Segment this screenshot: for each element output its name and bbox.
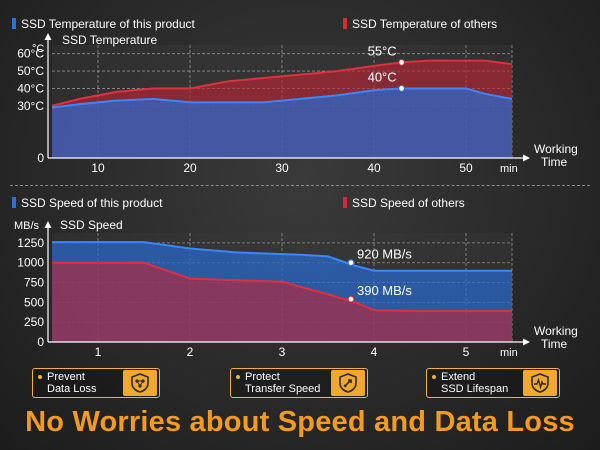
y-tick-label: 30°C bbox=[17, 99, 44, 113]
legend-swatch bbox=[343, 197, 347, 208]
x-axis-arrow bbox=[523, 154, 530, 162]
annotation-label: 40°C bbox=[368, 69, 397, 84]
x-tick-label: 1 bbox=[95, 345, 102, 359]
annotation-point bbox=[347, 295, 355, 303]
y-tick-label: 1250 bbox=[17, 236, 44, 250]
series-area-this-product bbox=[52, 88, 512, 158]
y-tick-label: 750 bbox=[24, 276, 44, 290]
y-axis-arrow bbox=[44, 221, 52, 228]
series-area-others bbox=[52, 262, 512, 342]
badge-protect-transfer-speed: Protect Transfer Speed bbox=[230, 368, 368, 398]
legend-swatch bbox=[12, 18, 16, 29]
shield-network-icon bbox=[123, 370, 157, 396]
badge-prevent-data-loss: Prevent Data Loss bbox=[32, 368, 160, 398]
badge-line1: Prevent bbox=[47, 371, 85, 383]
annotation-label: 920 MB/s bbox=[357, 247, 412, 262]
series-line-this-product bbox=[51, 87, 513, 109]
legend-swatch bbox=[343, 18, 347, 29]
x-tick-label: 4 bbox=[371, 345, 378, 359]
x-tick-label: 3 bbox=[279, 345, 286, 359]
x-tick-label: 20 bbox=[183, 161, 197, 175]
chart-title: SSD Speed bbox=[60, 218, 123, 232]
legend-label: SSD Speed of this product bbox=[21, 196, 163, 210]
x-axis-label: Time bbox=[541, 337, 568, 351]
y-tick-label: 60°C bbox=[17, 47, 44, 61]
x-unit-label: min bbox=[500, 163, 518, 175]
x-tick-label: 40 bbox=[367, 161, 381, 175]
y-axis-arrow bbox=[44, 33, 52, 40]
badge-line1: Protect bbox=[245, 371, 280, 383]
y-tick-label: 250 bbox=[24, 315, 44, 329]
feature-badges: Prevent Data Loss Protect Transfer Speed… bbox=[0, 368, 600, 402]
legend-label: SSD Speed of others bbox=[352, 196, 465, 210]
x-tick-label: 5 bbox=[463, 345, 470, 359]
shield-heartbeat-icon bbox=[523, 370, 557, 396]
y-tick-label: 1000 bbox=[17, 256, 44, 270]
y-tick-label: 500 bbox=[24, 295, 44, 309]
y-tick-label: 40°C bbox=[17, 81, 44, 95]
x-tick-label: 50 bbox=[459, 161, 473, 175]
x-axis-label: Time bbox=[541, 155, 568, 169]
headline: No Worries about Speed and Data Loss bbox=[25, 406, 575, 438]
shield-rocket-icon bbox=[331, 370, 365, 396]
x-axis-arrow bbox=[523, 338, 530, 346]
series-line-this-product bbox=[52, 241, 512, 272]
badge-line1: Extend bbox=[441, 371, 476, 383]
x-tick-label: 2 bbox=[187, 345, 194, 359]
x-axis-label: Working bbox=[534, 142, 578, 156]
badge-extend-ssd-lifespan: Extend SSD Lifespan bbox=[426, 368, 560, 398]
annotation-label: 390 MB/s bbox=[357, 283, 412, 298]
x-unit-label: min bbox=[500, 347, 518, 359]
legend-swatch bbox=[12, 197, 16, 208]
series-line-others bbox=[51, 59, 513, 107]
annotation-label: 55°C bbox=[368, 43, 397, 58]
annotation-point bbox=[398, 84, 406, 93]
y-unit-label: MB/s bbox=[14, 220, 40, 232]
section-divider bbox=[10, 185, 590, 186]
legend-label: SSD Temperature of others bbox=[352, 17, 497, 31]
annotation-point bbox=[398, 58, 406, 66]
x-tick-label: 10 bbox=[91, 161, 105, 175]
badge-line2: Data Loss bbox=[47, 383, 97, 395]
x-tick-label: 30 bbox=[275, 161, 289, 175]
chart-title: SSD Temperature bbox=[62, 33, 157, 47]
legend-label: SSD Temperature of this product bbox=[21, 17, 196, 31]
y-tick-label: 0 bbox=[37, 335, 44, 349]
badge-line2: Transfer Speed bbox=[245, 383, 321, 395]
annotation-point bbox=[347, 259, 355, 267]
y-tick-label: 50°C bbox=[17, 64, 44, 78]
series-line-others bbox=[52, 261, 512, 313]
badge-line2: SSD Lifespan bbox=[441, 383, 509, 395]
x-axis-label: Working bbox=[534, 324, 578, 338]
y-tick-label: 0 bbox=[37, 151, 44, 165]
y-unit-label: °C bbox=[32, 43, 44, 55]
